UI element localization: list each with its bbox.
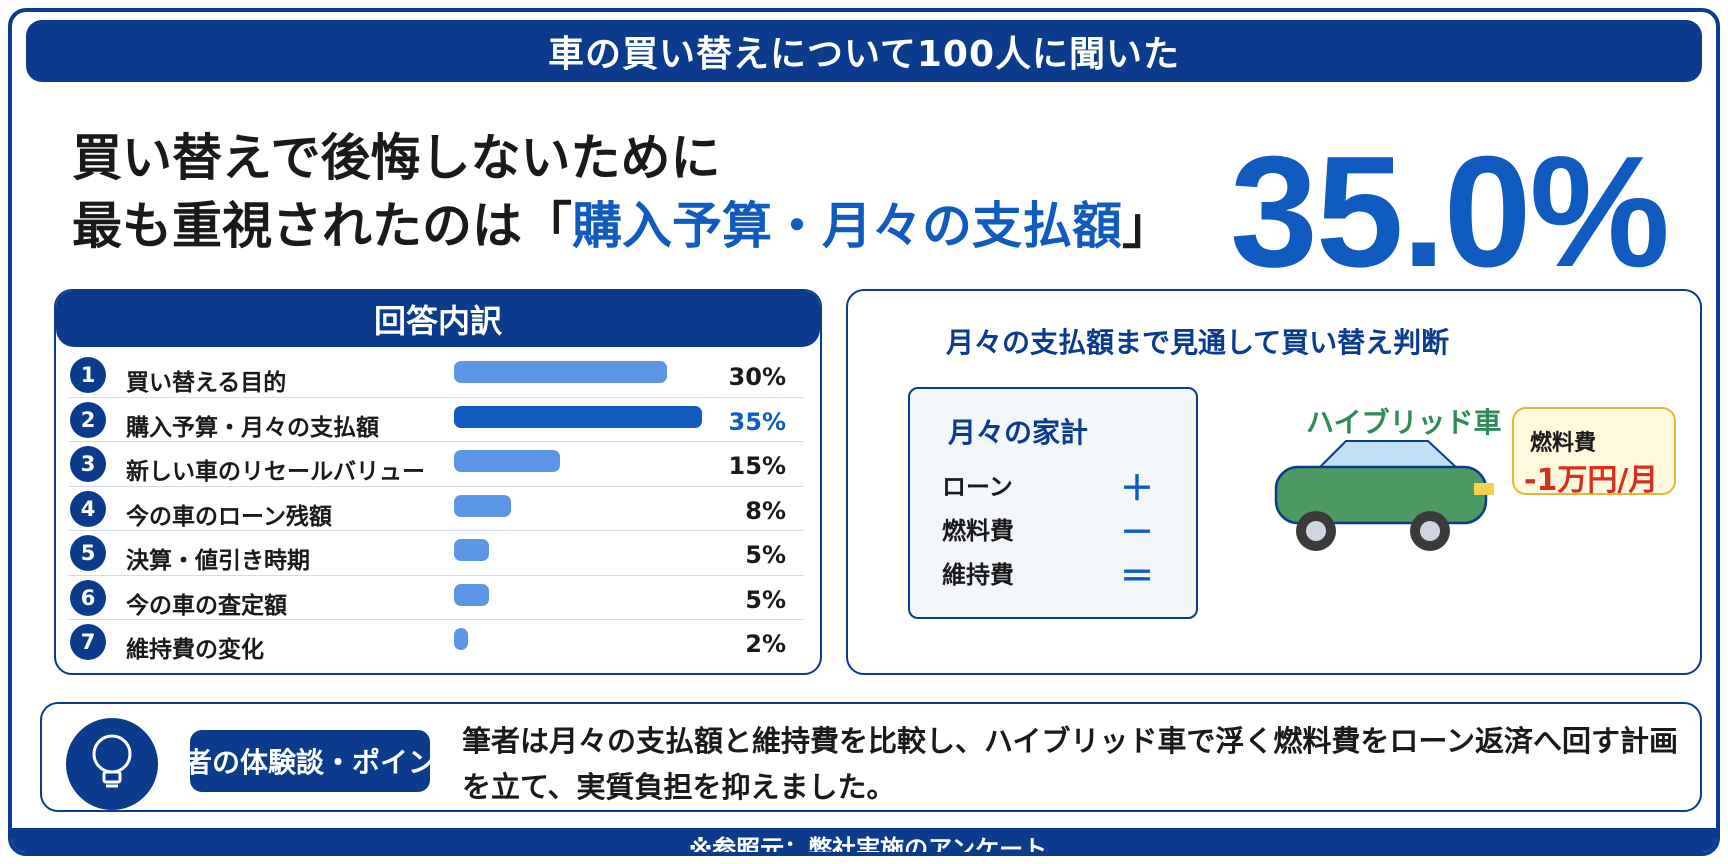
rank-badge: 5 [70,535,106,571]
breakdown-bar [454,494,511,517]
footer-source: ※参照元：弊社実施のアンケート [688,834,1048,856]
monthly-panel: 月々の支払額まで見通して買い替え判断 月々の家計 ローン ＋ 燃料費 － 維持費… [846,289,1702,675]
breakdown-label: 新しい車のリセールバリュー [126,459,425,485]
fuel-value: -1万円/月 [1524,463,1659,498]
big-percent: 35.0% [1229,124,1670,300]
hybrid-label: ハイブリッド車 [1306,406,1502,439]
headline-line2: 最も重視されたのは「購入予算・月々の支払額」 [72,192,1172,260]
breakdown-row: 4 今の車のローン残額 8% [68,487,804,531]
breakdown-row: 3 新しい車のリセールバリュー 15% [68,442,804,487]
breakdown-bar [454,361,667,383]
budget-item-loan: ローン [942,473,1013,501]
breakdown-label: 維持費の変化 [126,637,264,663]
rank-badge: 1 [70,357,106,393]
rank-badge: 6 [70,579,106,616]
breakdown-label: 今の車の査定額 [126,592,287,619]
breakdown-row: 2 購入予算・月々の支払額 35% [68,398,804,442]
headline-suffix: 」 [1122,197,1172,255]
breakdown-percent: 2% [745,630,786,658]
minus-icon: － [1120,513,1154,553]
rank-badge: 4 [70,490,106,527]
budget-box: 月々の家計 ローン ＋ 燃料費 － 維持費 ＝ [908,387,1198,619]
breakdown-bar [454,405,702,428]
lightbulb-icon [66,718,158,810]
fuel-saving-badge: 燃料費 -1万円/月 [1512,407,1676,498]
breakdown-bar [454,539,490,561]
headline-prefix: 最も重視されたのは「 [72,197,572,255]
breakdown-label: 今の車のローン残額 [126,503,332,530]
breakdown-label: 買い替える目的 [126,370,287,396]
page-title: 車の買い替えについて100人に聞いた [547,34,1181,75]
breakdown-bar [454,450,561,472]
breakdown-percent: 5% [745,541,786,569]
experience-tag: 筆者の体験談・ポイント [190,730,430,792]
breakdown-percent: 35% [728,407,786,436]
car-icon [1274,440,1494,551]
breakdown-row: 7 維持費の変化 2% [68,620,804,665]
infographic-frame: 車の買い替えについて100人に聞いた 買い替えで後悔しないために 最も重視された… [8,8,1720,856]
budget-item-fuel: 燃料費 [942,517,1014,545]
equals-icon: ＝ [1120,557,1154,597]
footer: ※参照元：弊社実施のアンケート [12,828,1716,856]
breakdown-label: 決算・値引き時期 [126,548,310,574]
experience-section: 筆者の体験談・ポイント 筆者は月々の支払額と維持費を比較し、ハイブリッド車で浮く… [40,702,1702,812]
headline: 買い替えで後悔しないために 最も重視されたのは「購入予算・月々の支払額」 [72,124,1172,260]
breakdown-heading: 回答内訳 [373,302,502,340]
breakdown-percent: 5% [745,585,786,614]
experience-tag-label: 筆者の体験談・ポイント [190,746,430,779]
breakdown-percent: 30% [728,363,786,391]
breakdown-bar [454,628,469,650]
breakdown-row: 5 決算・値引き時期 5% [68,531,804,576]
breakdown-list: 1 買い替える目的 30% 2 購入予算・月々の支払額 35% 3 新しい車のリセールバリュー… [56,353,820,665]
rank-badge: 2 [70,401,106,438]
headline-highlight: 購入予算・月々の支払額 [572,197,1122,255]
breakdown-bar [454,583,490,606]
breakdown-percent: 15% [728,452,786,480]
plus-icon: ＋ [1120,469,1154,509]
breakdown-header: 回答内訳 [56,291,820,347]
budget-title: 月々の家計 [948,416,1089,449]
budget-item-maintenance: 維持費 [942,561,1014,589]
breakdown-row: 6 今の車の査定額 5% [68,576,804,620]
monthly-panel-title: 月々の支払額まで見通して買い替え判断 [946,326,1450,359]
rank-badge: 3 [70,446,106,482]
experience-text: 筆者は月々の支払額と維持費を比較し、ハイブリッド車で浮く燃料費をローン返済へ回す… [462,724,1678,804]
breakdown-panel: 回答内訳 1 買い替える目的 30% 2 購入予算・月々の支払額 35% 3 新しい車のリセー… [54,289,822,675]
title-bar: 車の買い替えについて100人に聞いた [26,20,1702,82]
breakdown-row: 1 買い替える目的 30% [68,353,804,398]
breakdown-percent: 8% [745,496,786,525]
fuel-label: 燃料費 [1530,431,1597,456]
headline-line1: 買い替えで後悔しないために [72,129,721,187]
rank-badge: 7 [70,624,106,660]
breakdown-label: 購入予算・月々の支払額 [126,414,379,441]
